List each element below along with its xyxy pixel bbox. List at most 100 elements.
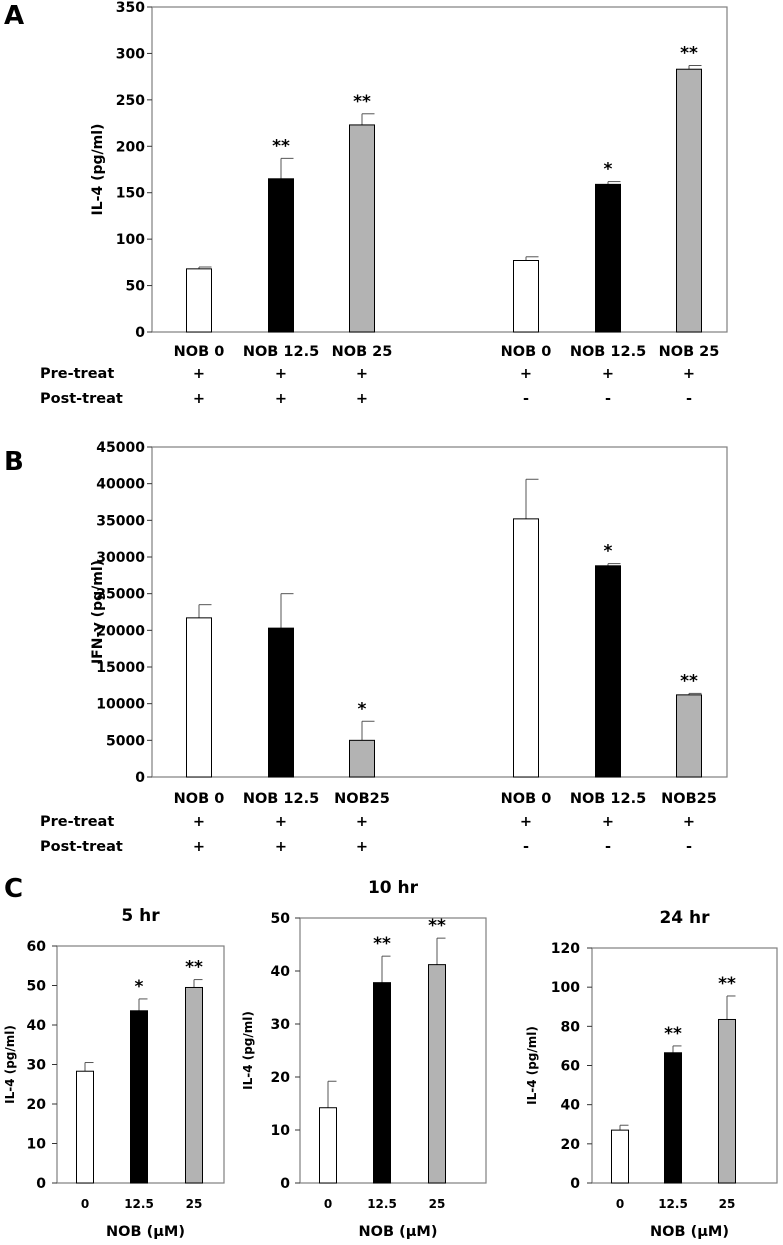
y-tick-label: 0 [135,325,145,341]
y-tick-label: 20000 [96,623,145,639]
y-tick-label: 0 [36,1176,46,1192]
y-tick-label: 10 [271,1123,291,1139]
x-category-label: NOB 0 [174,344,225,360]
y-tick-label: 30 [271,1017,291,1033]
y-tick-label: 350 [116,0,145,16]
bar [319,1107,337,1184]
y-tick-label: 40 [271,964,291,980]
bar [130,1010,148,1184]
x-category-label: 0 [81,1197,89,1211]
y-tick-label: 40000 [96,477,145,493]
y-axis-label: IL-4 (pg/ml) [525,1026,539,1105]
y-axis-label: IL-4 (pg/ml) [90,124,106,216]
x-category-label: NOB 0 [501,791,552,807]
post-treat-mark: + [275,839,287,855]
y-tick-label: 0 [570,1176,580,1192]
x-category-label: NOB 25 [659,344,720,360]
pre-treat-mark: + [683,366,695,382]
x-category-label: NOB 12.5 [570,791,646,807]
y-tick-label: 300 [116,46,145,62]
y-tick-label: 30 [27,1058,47,1074]
bar [718,1018,736,1184]
y-tick-label: 40 [561,1098,581,1114]
x-category-label: NOB 25 [332,344,393,360]
y-tick-label: 150 [116,186,145,202]
bar [595,183,621,333]
significance-label: * [358,699,367,719]
bar [349,739,375,778]
pre-treat-mark: + [356,366,368,382]
y-tick-label: 50 [126,279,146,295]
y-tick-label: 10 [27,1137,47,1153]
y-tick-label: 50 [271,911,291,927]
x-category-label: 25 [719,1197,736,1211]
chart-title: 10 hr [368,878,419,898]
bar [349,124,375,333]
bar [676,694,702,778]
significance-label: * [604,160,613,180]
pre-treat-mark: + [683,814,695,830]
significance-label: * [604,542,613,562]
post-treat-mark: - [686,391,692,407]
y-tick-label: 30000 [96,550,145,566]
plot-frame [151,6,728,333]
y-tick-label: 10000 [96,697,145,713]
post-treat-mark: - [605,839,611,855]
x-axis-label: NOB (μM) [106,1224,185,1240]
y-tick-label: 60 [27,939,47,955]
x-category-label: NOB 12.5 [243,791,319,807]
bar [373,982,391,1184]
bar [513,518,539,778]
y-tick-label: 100 [116,232,145,248]
pre-treat-mark: + [193,814,205,830]
chart-title: 24 hr [659,908,710,928]
x-category-label: 25 [429,1197,446,1211]
bar [664,1052,682,1184]
x-category-label: NOB 0 [174,791,225,807]
x-category-label: NOB25 [334,791,390,807]
y-tick-label: 15000 [96,660,145,676]
x-category-label: NOB 0 [501,344,552,360]
plot-frame [299,917,487,1184]
bar [513,260,539,333]
x-category-label: 12.5 [367,1197,397,1211]
chart-b: 0 5000 10000 15000 20000 25000 30000 35000 40000… [90,440,728,855]
y-tick-label: 100 [551,980,580,996]
y-tick-label: 80 [561,1019,581,1035]
panel-letter-a: A [4,1,24,31]
bar [611,1129,629,1184]
x-axis-label: NOB (μM) [359,1224,438,1240]
significance-label: ** [185,958,203,978]
chart-c-5hr: 0 10 20 30 40 50 60 IL-4 (pg/ml) 0 * 12.5 ** 25 5 hr N… [3,906,225,1240]
significance-label: ** [718,974,736,994]
significance-label: ** [428,916,446,936]
y-tick-label: 50 [27,979,47,995]
chart-a: 0 50 100 150 200 250 300 350 IL-4 (pg/ml) NOB 0 + +… [90,0,728,407]
y-tick-label: 60 [561,1059,581,1075]
significance-label: ** [353,92,371,112]
significance-label: ** [680,671,698,691]
x-category-label: 12.5 [658,1197,688,1211]
post-treat-label-a: Post-treat [40,391,123,407]
post-treat-mark: - [523,839,529,855]
y-axis-label: IL-4 (pg/ml) [3,1025,17,1104]
significance-label: * [135,977,144,997]
x-category-label: NOB25 [661,791,717,807]
x-category-label: NOB 12.5 [570,344,646,360]
bar [186,617,212,778]
chart-c-10hr: 0 10 20 30 40 50 IL-4 (pg/ml) 0 ** 12.5 ** 25 10 hr N… [241,878,487,1240]
y-tick-label: 40 [27,1018,47,1034]
significance-label: ** [373,934,391,954]
post-treat-mark: + [275,391,287,407]
y-tick-label: 20 [561,1137,581,1153]
x-category-label: 0 [324,1197,332,1211]
pre-treat-mark: + [520,814,532,830]
pre-treat-mark: + [356,814,368,830]
bar [186,268,212,333]
y-tick-label: 5000 [106,733,145,749]
bar [268,627,294,778]
y-tick-label: 0 [135,770,145,786]
x-category-label: NOB 12.5 [243,344,319,360]
significance-label: ** [680,44,698,64]
post-treat-mark: + [356,839,368,855]
